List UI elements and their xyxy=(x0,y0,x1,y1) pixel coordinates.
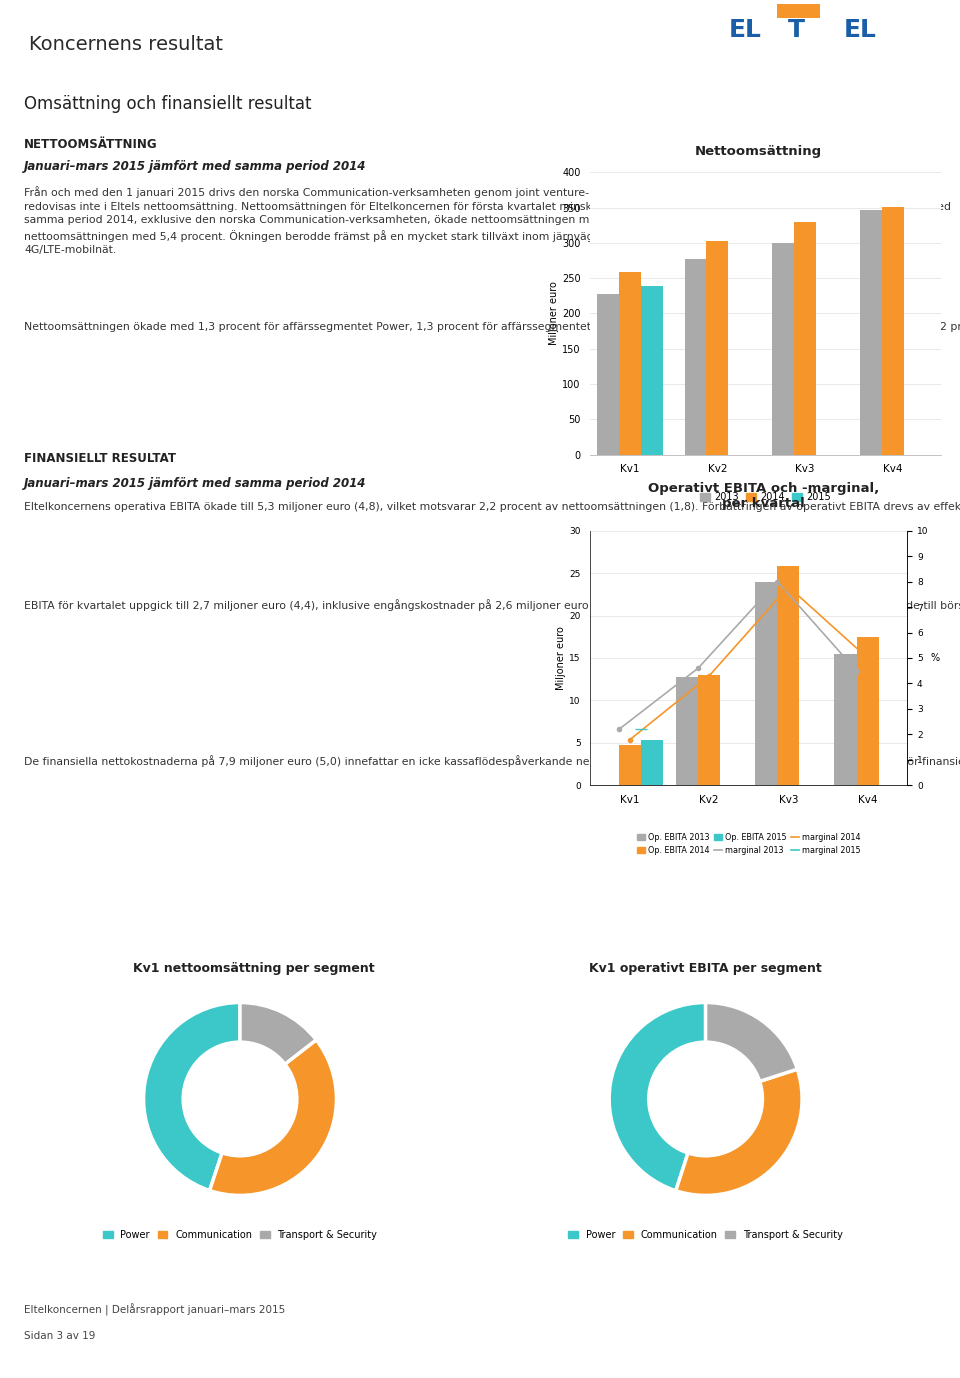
Text: EL: EL xyxy=(844,18,876,43)
Bar xyxy=(778,566,800,785)
Y-axis label: %: % xyxy=(931,653,940,663)
Wedge shape xyxy=(209,1040,336,1195)
Text: Januari–mars 2015 jämfört med samma period 2014: Januari–mars 2015 jämfört med samma peri… xyxy=(24,160,367,172)
FancyBboxPatch shape xyxy=(777,4,820,18)
Text: Januari–mars 2015 jämfört med samma period 2014: Januari–mars 2015 jämfört med samma peri… xyxy=(24,477,367,489)
Bar xyxy=(756,582,778,785)
Text: EL: EL xyxy=(729,18,761,43)
Bar xyxy=(640,287,662,455)
Bar xyxy=(772,243,794,455)
Text: Koncernens resultat: Koncernens resultat xyxy=(29,34,223,54)
Text: Nettoomsättning: Nettoomsättning xyxy=(695,145,822,158)
Bar xyxy=(794,222,816,455)
Text: Nettoomsättningen ökade med 1,3 procent för affärssegmentet Power, 1,3 procent f: Nettoomsättningen ökade med 1,3 procent … xyxy=(24,320,960,332)
Text: Från och med den 1 januari 2015 drivs den norska Communication-verksamheten geno: Från och med den 1 januari 2015 drivs de… xyxy=(24,186,951,255)
Bar xyxy=(619,744,641,785)
Legend: 2013, 2014, 2015: 2013, 2014, 2015 xyxy=(697,489,834,506)
Text: Omsättning och finansiellt resultat: Omsättning och finansiellt resultat xyxy=(24,95,311,113)
Wedge shape xyxy=(610,1003,706,1191)
Bar xyxy=(860,209,881,455)
Wedge shape xyxy=(144,1003,240,1191)
Text: Eltelkoncernens operativa EBITA ökade till 5,3 miljoner euro (4,8), vilket motsv: Eltelkoncernens operativa EBITA ökade ti… xyxy=(24,500,960,513)
Wedge shape xyxy=(676,1069,802,1195)
Text: Eltelkoncernen | Delårsrapport januari–mars 2015: Eltelkoncernen | Delårsrapport januari–m… xyxy=(24,1304,285,1316)
Bar xyxy=(698,675,720,785)
Bar xyxy=(881,207,903,455)
Text: Operativt EBITA och -marginal,
per kvartal: Operativt EBITA och -marginal, per kvart… xyxy=(648,482,878,510)
Bar xyxy=(619,271,640,455)
Text: T: T xyxy=(788,18,805,43)
Circle shape xyxy=(648,1042,763,1158)
Bar xyxy=(597,294,619,455)
Wedge shape xyxy=(706,1003,798,1100)
Bar xyxy=(676,677,698,785)
Legend: Power, Communication, Transport & Security: Power, Communication, Transport & Securi… xyxy=(564,1226,847,1243)
Legend: Op. EBITA 2013, Op. EBITA 2014, Op. EBITA 2015, marginal 2013, marginal 2014, ma: Op. EBITA 2013, Op. EBITA 2014, Op. EBIT… xyxy=(635,830,863,858)
Wedge shape xyxy=(240,1003,316,1100)
Text: Kv1 operativt EBITA per segment: Kv1 operativt EBITA per segment xyxy=(589,962,822,974)
Bar xyxy=(834,653,856,785)
Legend: Power, Communication, Transport & Security: Power, Communication, Transport & Securi… xyxy=(99,1226,381,1243)
Y-axis label: Miljoner euro: Miljoner euro xyxy=(549,281,560,346)
Text: EBITA för kvartalet uppgick till 2,7 miljoner euro (4,4), inklusive engångskostn: EBITA för kvartalet uppgick till 2,7 mil… xyxy=(24,599,960,612)
Bar xyxy=(641,740,663,785)
Y-axis label: Miljoner euro: Miljoner euro xyxy=(557,626,566,690)
Circle shape xyxy=(182,1042,298,1158)
Text: Kv1 nettoomsättning per segment: Kv1 nettoomsättning per segment xyxy=(133,962,375,974)
Bar xyxy=(707,241,729,455)
Bar xyxy=(684,259,707,455)
Text: Sidan 3 av 19: Sidan 3 av 19 xyxy=(24,1331,95,1341)
Text: NETTOOMSÄTTNING: NETTOOMSÄTTNING xyxy=(24,138,157,150)
Text: De finansiella nettokostnaderna på 7,9 miljoner euro (5,0) innefattar en icke ka: De finansiella nettokostnaderna på 7,9 m… xyxy=(24,755,960,768)
Bar xyxy=(856,637,878,785)
Text: FINANSIELLT RESULTAT: FINANSIELLT RESULTAT xyxy=(24,452,176,464)
